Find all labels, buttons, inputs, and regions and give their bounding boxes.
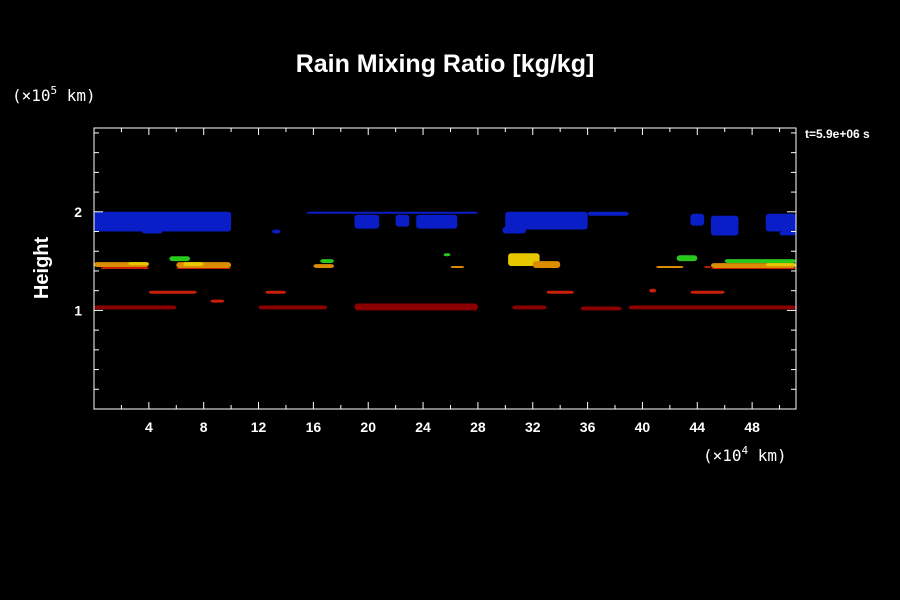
y-tick-label: 2 — [74, 204, 82, 220]
y-unit-suffix: km) — [57, 86, 96, 105]
data-region-red — [210, 299, 225, 303]
data-region-blue — [502, 226, 526, 234]
data-region-blue — [711, 215, 739, 236]
data-region-green — [320, 259, 334, 263]
data-region-blue — [690, 213, 705, 226]
data-region-orange — [656, 266, 684, 268]
x-tick-label: 16 — [306, 419, 322, 435]
data-region-yellow — [128, 262, 149, 266]
x-tick-label: 40 — [635, 419, 651, 435]
data-region-red — [265, 290, 286, 294]
data-region-blue — [395, 214, 410, 227]
data-region-dark_red — [628, 305, 796, 310]
data-region-orange — [532, 261, 561, 268]
x-tick-label: 48 — [744, 419, 760, 435]
data-region-red — [176, 268, 232, 269]
data-region-green — [724, 259, 796, 263]
x-tick-label: 20 — [360, 419, 376, 435]
x-tick-label: 32 — [525, 419, 541, 435]
data-region-blue — [94, 211, 232, 232]
data-region-blue — [779, 231, 796, 236]
y-axis-label: Height — [31, 237, 53, 300]
x-unit-prefix: (×10 — [703, 446, 742, 465]
data-region-green — [676, 255, 698, 262]
data-region-red — [704, 266, 711, 268]
data-region-blue — [587, 211, 629, 216]
data-region-green — [169, 256, 190, 262]
data-region-green — [443, 253, 451, 257]
time-label: t=5.9e+06 s — [805, 127, 870, 141]
data-region-dark_red — [512, 305, 547, 310]
data-region-blue — [306, 211, 478, 214]
chart-title: Rain Mixing Ratio [kg/kg] — [296, 50, 595, 78]
data-region-red — [148, 290, 197, 294]
data-region-red — [711, 268, 796, 269]
x-unit-suffix: km) — [748, 446, 787, 465]
data-region-orange — [450, 266, 465, 268]
data-region-blue — [765, 213, 796, 232]
data-region-dark_red — [580, 306, 622, 311]
x-unit-exponent: 4 — [742, 444, 749, 457]
x-tick-label: 28 — [470, 419, 486, 435]
x-unit-label: (×104 km) — [703, 444, 787, 465]
x-tick-label: 4 — [145, 419, 153, 435]
data-region-dark_red — [94, 305, 177, 310]
data-region-blue — [416, 214, 458, 229]
y-unit-prefix: (×10 — [12, 86, 51, 105]
y-unit-exponent: 5 — [51, 84, 58, 97]
data-region-red — [546, 290, 574, 294]
data-region-red — [649, 288, 657, 293]
data-region-yellow — [183, 262, 204, 266]
data-region-blue — [354, 214, 380, 229]
x-tick-label: 8 — [200, 419, 208, 435]
x-tick-label: 36 — [580, 419, 596, 435]
data-region-yellow — [508, 253, 540, 266]
data-region-blue — [203, 213, 232, 225]
data-region-dark_red — [258, 305, 328, 310]
data-region-blue — [505, 211, 588, 230]
data-region-red — [690, 290, 725, 294]
plot-frame — [93, 127, 797, 410]
data-region-red — [100, 267, 149, 269]
x-tick-label: 24 — [415, 419, 431, 435]
data-region-yellow — [765, 263, 796, 267]
y-tick-label: 1 — [74, 302, 82, 318]
x-tick-label: 12 — [251, 419, 267, 435]
y-unit-label: (×105 km) — [12, 84, 96, 105]
x-tick-label: 44 — [689, 419, 705, 435]
data-region-blue — [272, 229, 281, 234]
data-region-orange — [313, 264, 334, 268]
data-region-dark_red — [354, 303, 478, 311]
data-region-blue — [142, 229, 163, 234]
